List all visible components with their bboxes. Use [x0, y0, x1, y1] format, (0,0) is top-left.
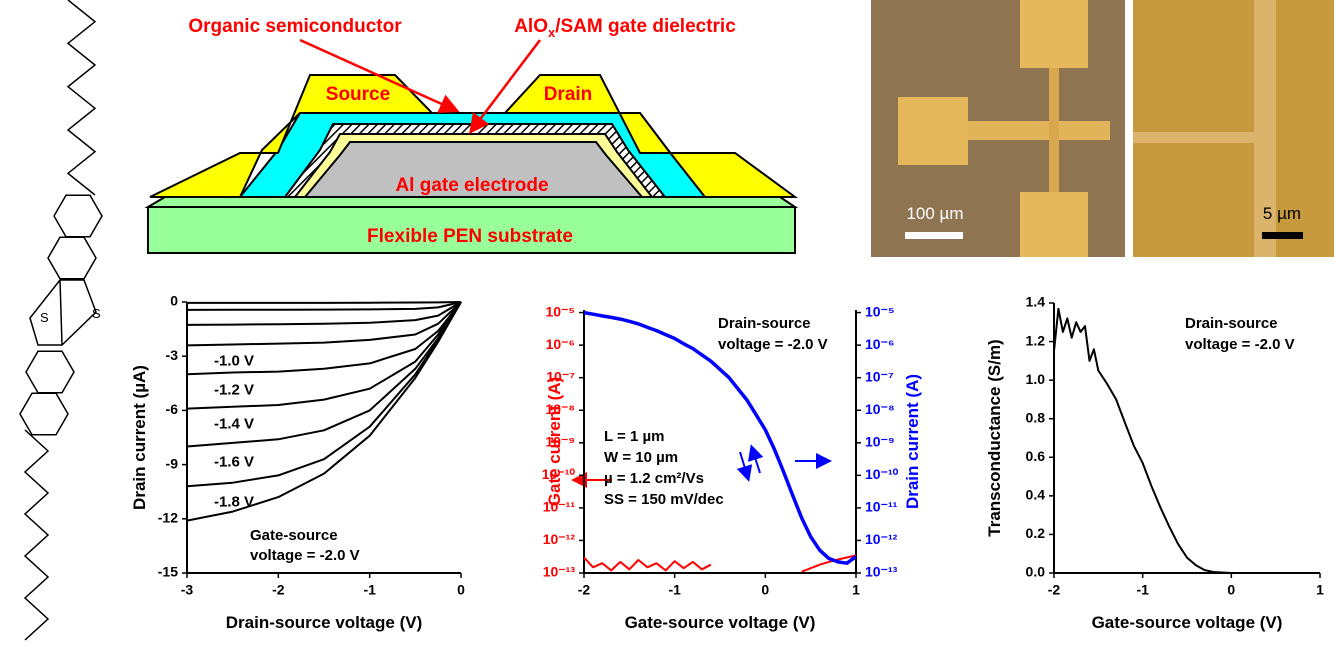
y-tick-label: 10⁻⁹: [865, 433, 895, 449]
series-label: -1.0 V: [214, 352, 254, 369]
x-tick-label: -1: [363, 582, 376, 598]
y-axis-title: Transconductance (S/m): [985, 339, 1004, 536]
figure: S S Organic semiconductor AlOx/SAM gate …: [0, 0, 1334, 645]
y-tick-label: 10⁻¹¹: [865, 499, 898, 515]
x-tick-label: -1: [1136, 582, 1149, 598]
bond: [60, 280, 62, 345]
x-tick-label: -2: [272, 582, 285, 598]
alkyl-chain: [25, 430, 48, 640]
scale-label: 5 µm: [1263, 204, 1301, 223]
y-tick-label: -6: [166, 401, 179, 417]
series-label: -1.6 V: [214, 454, 254, 471]
y-tick-label: 0: [170, 293, 178, 309]
label-part: AlO: [514, 16, 548, 37]
data-line: [187, 302, 461, 303]
ring: [48, 237, 96, 279]
label: Flexible PEN substrate: [367, 226, 573, 247]
y-tick-label: 10⁻⁷: [865, 368, 894, 384]
label: Al gate electrode: [395, 175, 548, 196]
x-tick-label: 1: [852, 582, 860, 598]
y-tick-label: 0.0: [1026, 564, 1046, 580]
y-tick-label: -9: [166, 455, 179, 471]
annotation: W = 10 µm: [604, 449, 678, 466]
data-line: [187, 302, 461, 521]
y-tick-label: 10⁻¹³: [865, 564, 898, 580]
y-tick-label: 10⁻¹³: [543, 564, 576, 580]
data-line: [187, 302, 461, 325]
annotation: voltage = -2.0 V: [718, 336, 828, 353]
y-tick-label: 0.2: [1026, 525, 1046, 541]
y-tick-label: 0.4: [1026, 487, 1046, 503]
y-tick-label: 1.0: [1026, 371, 1046, 387]
y2-axis-title: Drain current (A): [903, 374, 922, 509]
x-tick-label: -1: [668, 582, 681, 598]
y-tick-label: -12: [158, 510, 178, 526]
y-tick-label: 1.4: [1026, 294, 1046, 310]
y-tick-label: 0.6: [1026, 448, 1046, 464]
annotation: Gate-source: [250, 527, 338, 544]
label: Source: [326, 84, 390, 105]
y-tick-label: 10⁻⁶: [546, 336, 575, 352]
y-tick-label: 10⁻¹²: [865, 531, 898, 547]
y-axis-title: Gate current (A): [545, 377, 564, 506]
y-tick-label: 10⁻⁵: [545, 303, 575, 319]
annotation: L = 1 µm: [604, 428, 664, 445]
label: AlOx/SAM gate dielectric: [514, 16, 736, 40]
x-tick-label: -2: [1048, 582, 1061, 598]
x-tick-label: 1: [1316, 582, 1324, 598]
y-tick-label: 1.2: [1026, 332, 1046, 348]
x-tick-label: 0: [1227, 582, 1235, 598]
annotation: voltage = -2.0 V: [250, 547, 360, 564]
atom-label: S: [92, 306, 101, 321]
ring: [20, 393, 68, 435]
annotation: µ = 1.2 cm²/Vs: [604, 470, 704, 487]
scale-label: 100 µm: [906, 204, 963, 223]
data-line: [584, 555, 856, 571]
charts: -3 -2 -1 0 0 -3 -6 -9 -12 -15 Drain-source voltage…: [130, 293, 1324, 632]
y-tick-label: 10⁻⁶: [865, 336, 894, 352]
y-axis-title: Drain current (µA): [130, 365, 149, 510]
ring: [26, 351, 74, 393]
annotation: SS = 150 mV/dec: [604, 491, 724, 508]
x-axis-title: Gate-source voltage (V): [1092, 613, 1283, 632]
x-tick-label: -2: [578, 582, 591, 598]
atom-label: S: [40, 310, 49, 325]
x-tick-label: -3: [181, 582, 194, 598]
y-tick-label: 10⁻⁸: [865, 401, 895, 417]
annotation: voltage = -2.0 V: [1185, 336, 1295, 353]
y-tick-label: 10⁻¹²: [543, 531, 576, 547]
series-label: -1.4 V: [214, 416, 254, 433]
device-diagram: [148, 40, 795, 253]
annotation: Drain-source: [718, 315, 811, 332]
x-axis-title: Gate-source voltage (V): [625, 613, 816, 632]
alkyl-chain: [68, 0, 95, 195]
annotation: Drain-source: [1185, 315, 1278, 332]
series-label: -1.2 V: [214, 381, 254, 398]
x-tick-label: 0: [457, 582, 465, 598]
ring: [54, 195, 102, 237]
x-tick-label: 0: [761, 582, 769, 598]
label: Drain: [544, 84, 593, 105]
label-part: /SAM gate dielectric: [555, 16, 736, 37]
y-tick-label: 0.8: [1026, 409, 1046, 425]
label: Organic semiconductor: [188, 16, 402, 37]
molecule: [20, 0, 102, 640]
y-tick-label: 10⁻¹⁰: [865, 466, 899, 482]
y-tick-label: 10⁻⁵: [865, 303, 895, 319]
x-axis-title: Drain-source voltage (V): [226, 613, 423, 632]
y-tick-label: -3: [166, 347, 179, 363]
y-tick-label: -15: [158, 564, 178, 580]
